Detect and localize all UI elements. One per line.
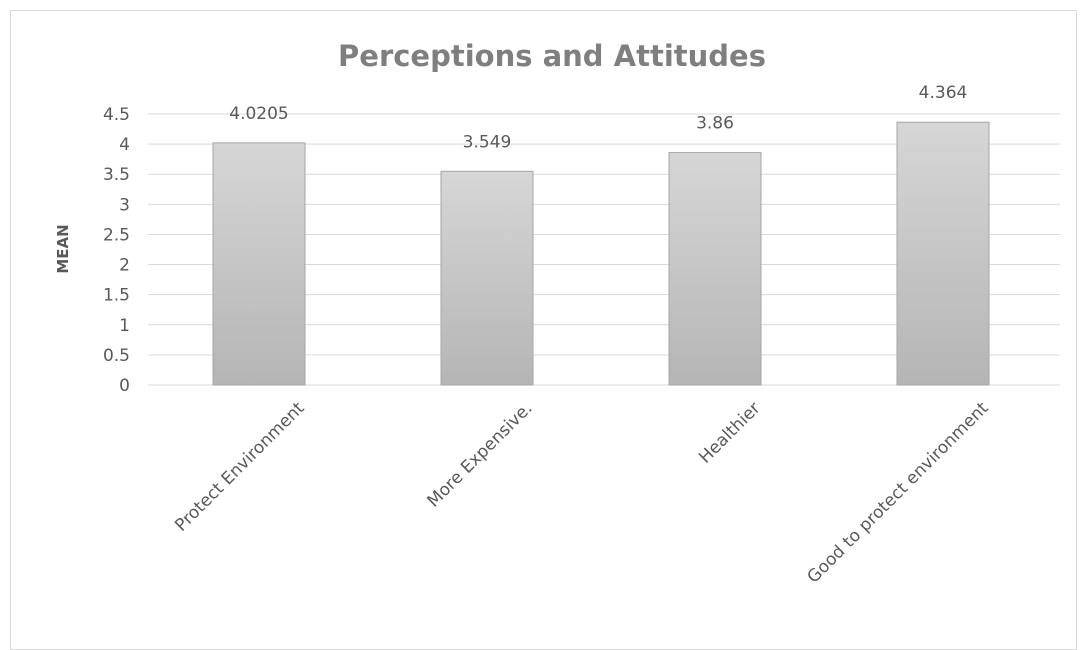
y-tick-label: 0.5 (103, 346, 130, 366)
bar (896, 121, 990, 386)
bar (440, 170, 534, 386)
bar-data-label: 3.86 (696, 114, 734, 134)
category-label: More Expensive. (423, 398, 536, 511)
category-label: Good to protect environment (804, 398, 993, 587)
category-label: Protect Environment (171, 398, 308, 535)
bar-data-label: 4.364 (919, 83, 968, 103)
y-tick-label: 1 (119, 316, 130, 336)
y-tick-label: 0 (119, 376, 130, 396)
chart-title: Perceptions and Attitudes (338, 39, 766, 73)
bar-data-label: 4.0205 (229, 104, 288, 124)
y-axis-ticks: 0 0.5 1 1.5 2 2.5 3 3.5 4 4.5 (103, 105, 130, 396)
bar (212, 142, 306, 386)
y-tick-label: 2.5 (103, 225, 130, 245)
bars (212, 121, 990, 386)
y-tick-label: 2 (119, 256, 130, 276)
y-tick-label: 1.5 (103, 286, 130, 306)
y-tick-label: 3 (119, 195, 130, 215)
bar (668, 152, 762, 386)
bar-data-label: 3.549 (463, 132, 512, 152)
data-labels: 4.0205 3.549 3.86 4.364 (229, 83, 967, 152)
y-tick-label: 3.5 (103, 165, 130, 185)
y-tick-label: 4.5 (103, 105, 130, 125)
category-label: Healthier (695, 398, 764, 467)
y-axis-label: MEAN (54, 224, 72, 273)
category-labels: Protect Environment More Expensive. Health… (171, 398, 992, 587)
y-tick-label: 4 (119, 135, 130, 155)
